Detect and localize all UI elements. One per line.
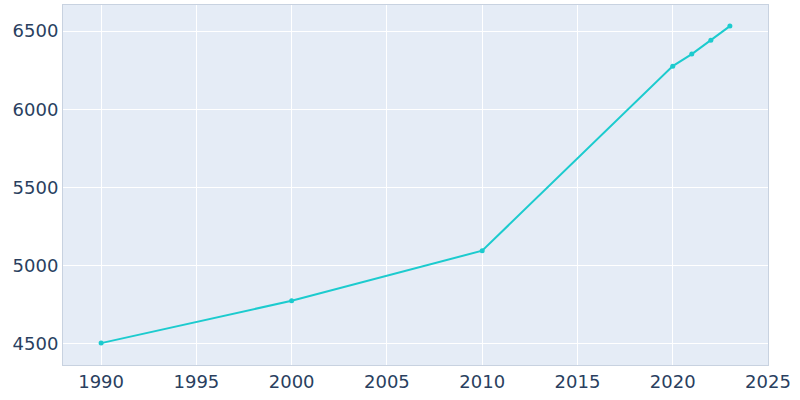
svg-text:2010: 2010: [459, 371, 505, 392]
svg-text:5500: 5500: [13, 177, 59, 198]
svg-text:1995: 1995: [173, 371, 219, 392]
svg-text:2015: 2015: [555, 371, 601, 392]
svg-text:2025: 2025: [745, 371, 791, 392]
svg-text:1990: 1990: [78, 371, 124, 392]
svg-text:4500: 4500: [13, 333, 59, 354]
svg-text:2005: 2005: [364, 371, 410, 392]
svg-text:6000: 6000: [13, 99, 59, 120]
svg-text:6500: 6500: [13, 20, 59, 41]
svg-text:2000: 2000: [269, 371, 315, 392]
svg-text:5000: 5000: [13, 255, 59, 276]
svg-text:2020: 2020: [650, 371, 696, 392]
